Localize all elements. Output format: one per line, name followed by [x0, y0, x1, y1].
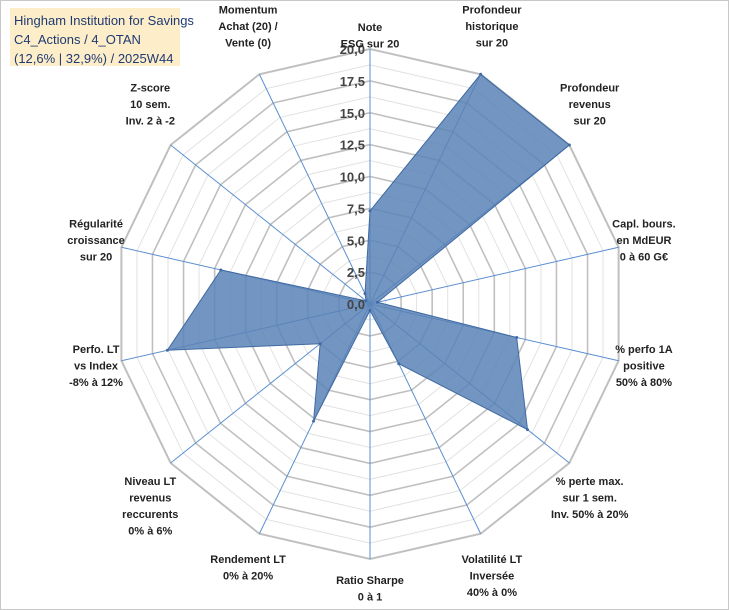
category-label: % perfo 1A positive 50% à 80%	[615, 344, 673, 389]
chart-title-line2: C4_Actions / 4_OTAN	[14, 32, 141, 47]
category-label: Profondeur revenus sur 20	[560, 82, 620, 127]
category-label: Note ESG sur 20	[341, 22, 400, 51]
data-point	[219, 268, 223, 272]
chart-title-box: Hingham Institution for Savings C4_Actio…	[10, 8, 194, 66]
data-point	[318, 342, 322, 346]
tick-label: 2,5	[347, 265, 365, 280]
data-point	[312, 419, 316, 423]
category-label: Régularité croissance sur 20	[67, 219, 124, 264]
tick-label: 0,0	[347, 297, 365, 312]
category-label: Volatilité LT Inversée 40% à 0%	[462, 554, 523, 599]
radar-series	[165, 72, 571, 432]
category-label: Ratio Sharpe 0 à 1	[336, 575, 404, 604]
tick-label: 20,0	[340, 42, 365, 57]
data-point	[368, 209, 372, 213]
series-area	[166, 73, 571, 431]
radar-spoke	[369, 246, 619, 305]
tick-label: 17,5	[340, 74, 365, 89]
category-label: Rendement LT 0% à 20%	[210, 554, 286, 583]
category-label: Z-score 10 sem. Inv. 2 à -2	[126, 82, 175, 127]
category-label: Profondeur historique sur 20	[462, 4, 522, 49]
category-label: Perfo. LT vs Index -8% à 12%	[69, 344, 123, 389]
data-point	[368, 308, 372, 312]
data-point	[375, 300, 379, 304]
data-point	[165, 348, 169, 352]
tick-label: 10,0	[340, 170, 365, 185]
tick-label: 12,5	[340, 138, 365, 153]
radar-category-labels: Note ESG sur 20 Profondeur historique sur 20…	[67, 4, 675, 603]
data-point	[397, 362, 401, 366]
tick-label: 15,0	[340, 106, 365, 121]
data-point	[515, 335, 519, 339]
tick-label: 7,5	[347, 201, 365, 216]
chart-title-line1: Hingham Institution for Savings	[14, 13, 194, 28]
category-label: Niveau LT revenus reccurents 0% à 6%	[122, 476, 178, 538]
radar-spoke	[170, 144, 371, 305]
data-point	[363, 292, 367, 296]
radar-tick-labels: 0,0 2,5 5,0 7,5 10,0 12,5 15,0 17,5 20,0	[340, 42, 365, 312]
data-point	[364, 299, 368, 303]
data-point	[479, 72, 483, 76]
category-label: Momentum Achat (20) / Vente (0)	[218, 4, 277, 49]
chart-title-line3: (12,6% | 32,9%) / 2025W44	[14, 51, 174, 66]
category-label: % perte max. sur 1 sem. Inv. 50% à 20%	[551, 476, 629, 521]
radar-spoke	[258, 74, 371, 305]
category-label: Capl. bours. en MdEUR 0 à 60 G€	[612, 219, 676, 264]
tick-label: 5,0	[347, 233, 365, 248]
data-point	[525, 428, 529, 432]
data-point	[567, 143, 571, 147]
